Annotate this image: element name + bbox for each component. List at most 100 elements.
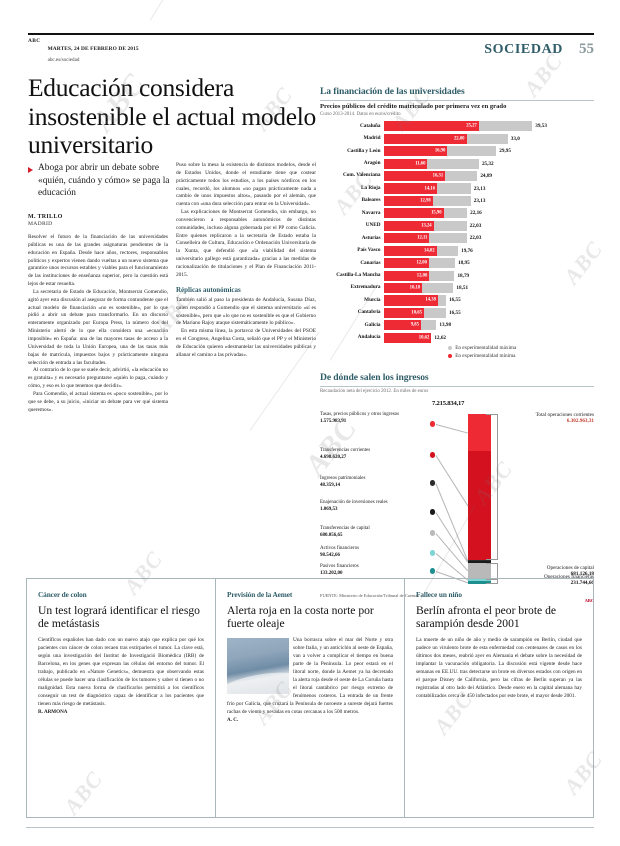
bar-row: Navarra 15,90 22,16 — [320, 208, 594, 219]
flow-segment — [468, 580, 491, 584]
bar-category-label: Asturias — [361, 234, 381, 241]
bar-track-max: 12,00 — [384, 258, 456, 269]
bar-category-label: Cataluña — [360, 122, 381, 129]
bar-category-label: Castilla y León — [347, 147, 381, 154]
bar-category-label: Navarra — [361, 209, 381, 216]
bar-category-label: Madrid — [363, 135, 381, 142]
top-rule — [28, 33, 594, 35]
lead-bullet: Aboga por abrir un debate sobre «quién, … — [28, 162, 180, 200]
flow-item: Pasivos financieros 133.202,00 — [320, 564, 424, 576]
bar-fill-min: 12,08 — [384, 270, 430, 281]
bar-track-max: 14,02 — [384, 245, 459, 256]
bar-track-max: 22,00 — [384, 133, 508, 144]
flow-item-label: Transferencias corrientes — [320, 448, 371, 454]
divider — [320, 385, 594, 387]
flow-item-dot — [430, 550, 436, 556]
flow-segment — [468, 559, 491, 562]
flow-item: Ingresos patrimoniales 48.359,14 — [320, 476, 424, 488]
page-title: Educación considera insostenible el actu… — [28, 73, 317, 160]
bar-fill-min: 16,31 — [384, 171, 446, 182]
bar-fill-min: 22,00 — [384, 133, 467, 144]
section-title: SOCIEDAD — [484, 42, 563, 57]
flow-segment — [468, 578, 491, 581]
bar-category-label: UNED — [365, 222, 381, 229]
bar-value-min: 12,98 — [420, 198, 431, 204]
byline-author: M. TRILLO — [28, 214, 63, 220]
bar-fill-min: 25,27 — [384, 121, 479, 132]
divider — [320, 99, 594, 101]
bar-category-label: País Vasco — [357, 247, 381, 254]
flow-segment — [468, 561, 491, 563]
flow-segment — [468, 562, 491, 579]
bar-value-min: 10,62 — [418, 335, 430, 341]
bar-category-label: La Rioja — [361, 184, 381, 191]
flow-chart-body: 7.215.834,17 Tasas, precios públicos y o… — [320, 400, 594, 592]
bar-category-label: Canarias — [360, 259, 381, 266]
chart-note: Curso 2013-2014. Datos en euros/crédito — [320, 111, 401, 117]
story-kicker: Previsión de la Aemet — [227, 590, 293, 599]
bar-value-max: 22,03 — [469, 235, 482, 242]
flow-item-dot — [430, 568, 436, 574]
bar-value-max: 39,53 — [535, 123, 547, 130]
bar-row: Castilla-La Mancha 12,08 18,79 — [320, 270, 594, 281]
bar-value-max: 13,98 — [439, 322, 452, 329]
bar-row: País Vasco 14,02 19,76 — [320, 245, 594, 256]
bar-value-max: 29,95 — [499, 148, 511, 155]
bar-value-max: 18,79 — [457, 272, 470, 279]
flow-item: Tasas, precios públicos y otros ingresos… — [320, 412, 424, 424]
bar-value-max: 23,13 — [473, 197, 486, 204]
bar-fill-min: 10,18 — [384, 282, 423, 294]
bar-track-max: 12,08 — [384, 270, 455, 281]
flow-segment — [468, 450, 491, 560]
bar-value-max: 16,55 — [449, 309, 461, 316]
bar-value-min: 25,27 — [466, 123, 477, 129]
bar-fill-min: 10,65 — [384, 307, 424, 318]
flow-group-bracket — [486, 578, 498, 584]
story-body: Una borrasca sobre el mar del Norte y ot… — [227, 637, 393, 724]
paragraph: Una borrasca sobre el mar del Norte y ot… — [227, 637, 393, 715]
flow-item: Transferencias de capital 680.056,65 — [320, 526, 424, 538]
bar-value-min: 16,90 — [434, 148, 446, 154]
bar-row: Cataluña 25,27 39,53 — [320, 121, 594, 132]
bar-value-max: 33,0 — [510, 135, 520, 142]
article-subhead: Réplicas autonómicas — [176, 285, 241, 294]
chart-subtitle: Recaudación neta del ejercicio 2012. En … — [320, 389, 429, 395]
flow-item-label: Transferencias de capital — [320, 526, 370, 532]
chart-universities-financing: La financiación de las universidades Pre… — [320, 86, 594, 360]
bar-value-min: 12,11 — [417, 235, 428, 241]
flow-item-dot — [430, 530, 436, 536]
story-kicker: Fallece un niño — [416, 590, 462, 599]
flow-connector — [435, 483, 469, 562]
story-body: Científicos españoles han dado con un nu… — [38, 637, 204, 716]
paragraph: La muerte de un niño de año y medio de s… — [416, 637, 582, 699]
bottom-story-3: Fallece un niño Berlín afronta el peor b… — [404, 579, 593, 817]
bar-fill-min: 15,90 — [384, 208, 444, 219]
bar-value-max: 18,51 — [456, 285, 469, 292]
bar-value-min: 12,00 — [416, 260, 427, 266]
bar-track-max: 16,31 — [384, 171, 478, 182]
legend-dot-gray — [448, 346, 453, 351]
bar-value-max: 19,76 — [461, 247, 473, 254]
story-headline: Berlín afronta el peor brote de sarampió… — [416, 604, 557, 631]
bar-value-min: 12,08 — [416, 273, 428, 279]
chart-income-sources: De dónde salen los ingresos Recaudación … — [320, 372, 594, 603]
bar-value-min: 10,18 — [409, 285, 421, 291]
bar-row: Asturias 12,11 22,03 — [320, 233, 594, 244]
paragraph: Resolver el futuro de la financiación de… — [28, 234, 168, 288]
flow-item-value: 4.698.620,27 — [320, 454, 347, 460]
triangle-bullet-icon — [28, 166, 33, 173]
bar-fill-min: 13,24 — [384, 220, 434, 231]
bar-value-max: 23,13 — [473, 185, 486, 192]
flow-item-value: 1.069,53 — [320, 506, 338, 512]
bar-fill-min: 12,11 — [384, 233, 430, 244]
legend-item-min: En experimentalidad mínima — [448, 353, 594, 359]
bar-category-label: Galicia — [364, 321, 381, 328]
bar-row: Aragón 11,60 25,32 — [320, 158, 594, 169]
paragraph: También salió al paso la presidenta de A… — [176, 296, 316, 327]
bar-fill-min: 14,38 — [384, 295, 438, 306]
bar-row: Cantabria 10,65 16,55 — [320, 307, 594, 318]
chart-credit: ABC — [584, 598, 594, 604]
bar-track-max: 11,60 — [384, 158, 479, 169]
flow-item-value: 48.359,14 — [320, 482, 340, 488]
bar-row: UNED 13,24 22,03 — [320, 220, 594, 231]
